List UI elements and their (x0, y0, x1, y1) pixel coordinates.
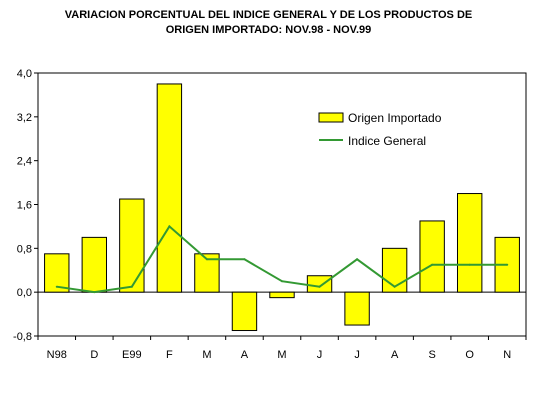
x-tick-label: D (90, 349, 98, 361)
line-point (356, 258, 359, 261)
bar-s-10 (419, 220, 445, 293)
x-axis: N98 D E99 F M A M J J A S O N (37, 336, 527, 361)
x-tick-label: E99 (122, 349, 142, 361)
bar-a-5 (231, 291, 258, 332)
y-tick-label: 0,0 (17, 287, 32, 299)
bar-o-11 (456, 193, 483, 293)
line-point (318, 285, 321, 288)
bar-f-3 (156, 83, 183, 293)
chart-title-line-1: VARIACION PORCENTUAL DEL INDICE GENERAL … (64, 9, 473, 21)
bar-m-6 (269, 291, 295, 299)
x-tick-label: J (354, 349, 360, 361)
bar-j-8 (344, 291, 370, 326)
bar-e99-2 (119, 198, 145, 293)
x-tick-label: M (277, 349, 286, 361)
line-point (168, 225, 171, 228)
x-tick-label: M (202, 349, 211, 361)
line-point (130, 285, 133, 288)
line-point (205, 258, 208, 261)
legend-swatch-origen-importado (318, 112, 344, 123)
y-tick-label: 4,0 (17, 68, 32, 80)
line-series (55, 224, 509, 294)
bar-d-1 (81, 236, 108, 293)
line-point (468, 263, 471, 266)
y-axis: -0,8 0,0 0,8 1,6 2,4 3,2 4,0 (13, 68, 38, 343)
x-tick-label: J (317, 349, 323, 361)
line-point (281, 280, 283, 283)
y-tick-label: 3,2 (17, 112, 32, 124)
y-tick-label: -0,8 (13, 331, 32, 343)
chart-title: VARIACION PORCENTUAL DEL INDICE GENERAL … (0, 8, 537, 38)
line-point (243, 258, 246, 261)
legend-label-origen-importado: Origen Importado (348, 111, 442, 125)
x-tick-label: F (166, 349, 173, 361)
line-point (506, 263, 509, 266)
bar-a-9 (381, 247, 408, 293)
line-point (431, 263, 434, 266)
x-tick-label: A (241, 349, 249, 361)
x-tick-label: N (503, 349, 511, 361)
x-tick-label: A (391, 349, 399, 361)
bar-j-7 (306, 275, 333, 293)
y-tick-label: 1,6 (17, 200, 32, 212)
x-tick-label: S (428, 349, 435, 361)
y-tick-label: 0,8 (17, 243, 32, 255)
x-tick-label: N98 (47, 349, 67, 361)
x-tick-label: O (465, 349, 474, 361)
chart-title-line-2: ORIGEN IMPORTADO: NOV.98 - NOV.99 (165, 24, 372, 36)
bar-series (44, 83, 520, 332)
legend-label-indice-general: Indice General (348, 134, 426, 148)
line-point (55, 285, 58, 288)
y-tick-label: 2,4 (17, 156, 32, 168)
line-point (393, 285, 396, 288)
line-point (93, 291, 96, 294)
legend: Origen Importado Indice General (318, 111, 442, 148)
